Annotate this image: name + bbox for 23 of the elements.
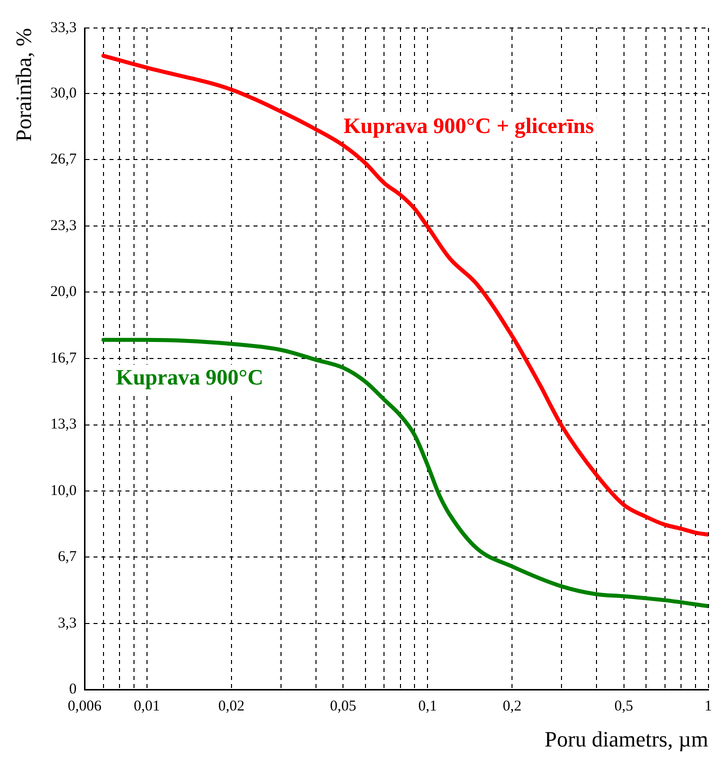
y-tick-label: 16,7 xyxy=(50,350,78,366)
y-tick-label: 30,0 xyxy=(50,86,77,102)
x-tick-label: 1 xyxy=(704,698,712,715)
y-tick-label: 0 xyxy=(69,682,77,698)
x-tick-label: 0,05 xyxy=(330,698,356,715)
x-tick-label: 0,2 xyxy=(502,698,522,715)
series-label: Kuprava 900°C xyxy=(116,364,264,390)
x-tick-label: 0,02 xyxy=(218,698,245,715)
y-tick-label: 20,0 xyxy=(50,284,77,300)
y-tick-label: 26,7 xyxy=(50,152,78,168)
y-tick-label: 3,3 xyxy=(58,615,77,632)
y-axis-title: Porainība, % xyxy=(10,28,36,142)
x-tick-label: 0,5 xyxy=(614,698,634,715)
x-axis-title: Poru diametrs, µm xyxy=(544,726,708,752)
y-tick-label: 33,3 xyxy=(50,20,77,36)
x-tick-label: 0,01 xyxy=(134,698,160,715)
y-tick-label: 6,7 xyxy=(58,549,78,566)
y-tick-label: 23,3 xyxy=(50,218,77,234)
x-tick-label: 0,1 xyxy=(418,698,437,715)
x-tick-label: 0,006 xyxy=(68,698,102,715)
y-tick-label: 10,0 xyxy=(50,482,77,499)
series-label: Kuprava 900°C + glicerīns xyxy=(343,112,594,138)
y-tick-label: 13,3 xyxy=(50,416,77,433)
